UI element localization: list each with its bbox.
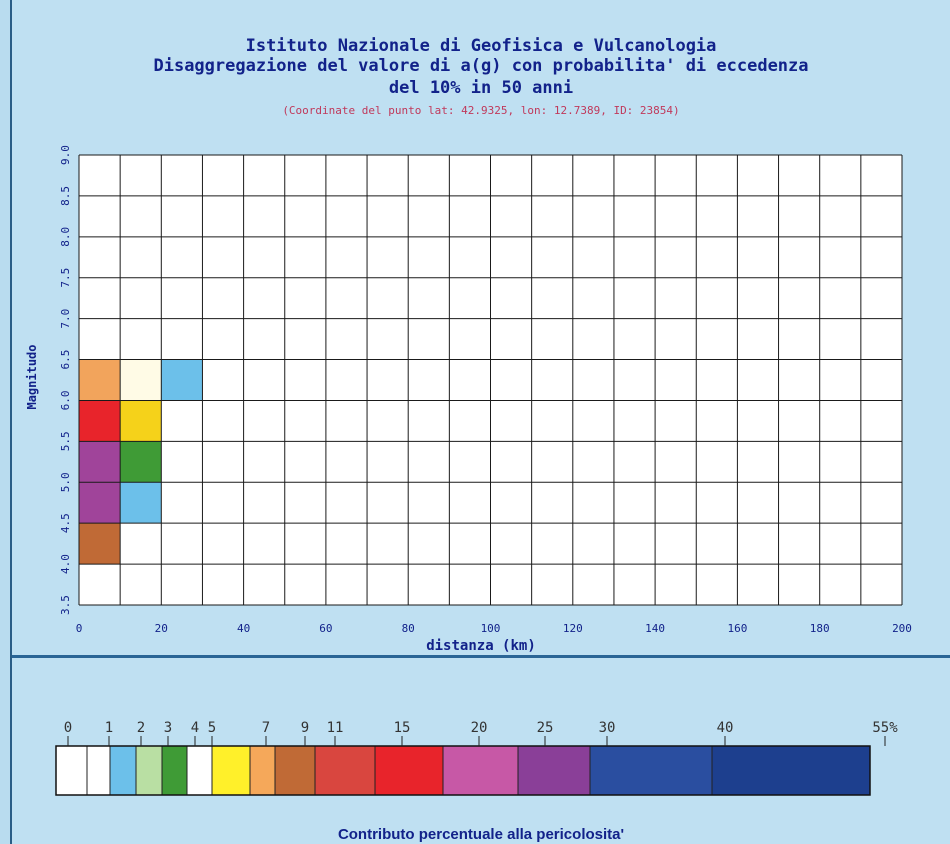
y-tick-label: 4.5 bbox=[59, 513, 72, 533]
heatmap-cell bbox=[161, 359, 203, 401]
legend-swatch bbox=[314, 745, 376, 796]
color-legend: 0 1 2 3 4 5 7 9 11 15 20 25 30 40 55% bbox=[55, 720, 898, 796]
legend-tick-label: 11 bbox=[327, 720, 344, 736]
legend-swatch bbox=[711, 745, 871, 796]
legend-swatch bbox=[211, 745, 251, 796]
legend-swatch bbox=[374, 745, 444, 796]
legend-tick-label: 20 bbox=[471, 720, 488, 736]
legend-tick-label: 5 bbox=[208, 720, 216, 736]
legend-swatch bbox=[442, 745, 519, 796]
x-tick-label: 0 bbox=[76, 622, 83, 635]
legend-tick-label: 9 bbox=[301, 720, 309, 736]
x-tick-label: 120 bbox=[563, 622, 583, 635]
x-tick-label: 60 bbox=[319, 622, 332, 635]
coordinates-subtitle: (Coordinate del punto lat: 42.9325, lon:… bbox=[282, 104, 680, 117]
heatmap-cell bbox=[79, 523, 121, 565]
legend-tick-label: 4 bbox=[191, 720, 199, 736]
grid-lines bbox=[78, 154, 903, 606]
legend-tick-label: 40 bbox=[717, 720, 734, 736]
y-tick-label: 3.5 bbox=[59, 595, 72, 615]
y-tick-label: 6.0 bbox=[59, 391, 72, 411]
x-tick-label: 80 bbox=[402, 622, 415, 635]
heatmap-cell bbox=[120, 482, 162, 524]
y-axis-label: Magnitudo bbox=[25, 344, 39, 410]
y-tick-label: 7.0 bbox=[59, 309, 72, 329]
x-tick-label: 140 bbox=[645, 622, 665, 635]
legend-tick-label: 2 bbox=[137, 720, 145, 736]
legend-tick-label: 1 bbox=[105, 720, 113, 736]
x-tick-label: 40 bbox=[237, 622, 250, 635]
legend-swatch bbox=[55, 745, 88, 796]
heatmap-cell bbox=[120, 359, 162, 401]
legend-tick-label: 30 bbox=[599, 720, 616, 736]
legend-border bbox=[55, 745, 871, 796]
legend-swatch bbox=[86, 745, 111, 796]
heatmap-cell bbox=[79, 359, 121, 401]
legend-tick-label: 7 bbox=[262, 720, 270, 736]
legend-swatch bbox=[589, 745, 713, 796]
y-tick-label: 8.5 bbox=[59, 186, 72, 206]
x-axis-label: distanza (km) bbox=[426, 638, 536, 654]
heatmap-cell bbox=[120, 441, 162, 483]
legend-caption: Contributo percentuale alla pericolosita… bbox=[337, 826, 625, 843]
title-line-2: Disaggregazione del valore di a(g) con p… bbox=[153, 56, 809, 76]
legend-swatch bbox=[249, 745, 276, 796]
title-line-1: Istituto Nazionale di Geofisica e Vulcan… bbox=[245, 36, 717, 56]
heatmap-chart: 0 20 40 60 80 100 120 140 160 180 200 3.5 4.0 4.5 5.0 5… bbox=[59, 145, 912, 635]
y-tick-label: 5.5 bbox=[59, 431, 72, 451]
x-tick-label: 160 bbox=[727, 622, 747, 635]
legend-swatch bbox=[109, 745, 137, 796]
x-tick-label: 180 bbox=[810, 622, 830, 635]
legend-swatch bbox=[161, 745, 188, 796]
legend-swatch bbox=[274, 745, 316, 796]
heatmap-cell bbox=[120, 400, 162, 442]
chart-panel: Istituto Nazionale di Geofisica e Vulcan… bbox=[12, 0, 950, 655]
heatmap-cell bbox=[79, 482, 121, 524]
y-tick-label: 4.0 bbox=[59, 554, 72, 574]
legend-swatch bbox=[186, 745, 213, 796]
panel-divider bbox=[12, 655, 950, 658]
legend-panel: 0 1 2 3 4 5 7 9 11 15 20 25 30 40 55% Contributo perce… bbox=[12, 658, 950, 844]
heatmap-cell bbox=[79, 400, 121, 442]
y-tick-label: 7.5 bbox=[59, 268, 72, 288]
y-tick-label: 6.5 bbox=[59, 350, 72, 370]
x-tick-label: 200 bbox=[892, 622, 912, 635]
legend-tick-label: 55% bbox=[872, 720, 898, 736]
legend-swatch bbox=[135, 745, 163, 796]
legend-swatch bbox=[517, 745, 591, 796]
y-tick-label: 8.0 bbox=[59, 227, 72, 247]
title-line-3: del 10% in 50 anni bbox=[388, 78, 574, 98]
legend-tick-label: 25 bbox=[537, 720, 554, 736]
legend-tick-label: 3 bbox=[164, 720, 172, 736]
legend-tick-label: 0 bbox=[64, 720, 72, 736]
y-tick-label: 5.0 bbox=[59, 472, 72, 492]
y-tick-label: 9.0 bbox=[59, 145, 72, 165]
legend-tick-label: 15 bbox=[394, 720, 411, 736]
x-tick-label: 20 bbox=[155, 622, 168, 635]
x-tick-label: 100 bbox=[481, 622, 501, 635]
heatmap-cell bbox=[79, 441, 121, 483]
